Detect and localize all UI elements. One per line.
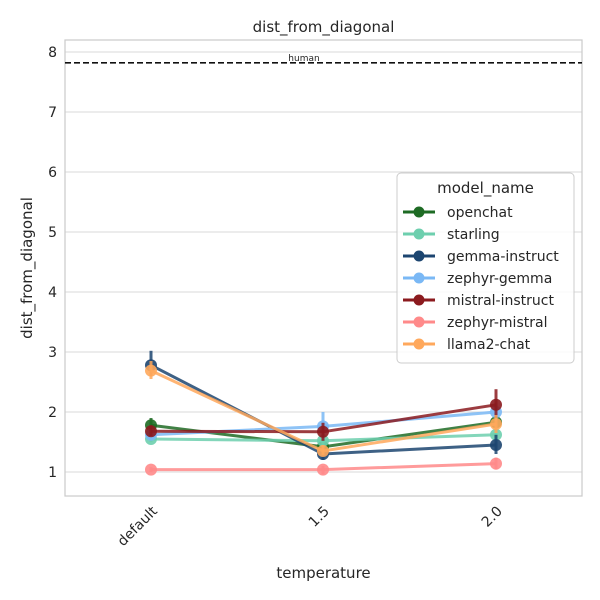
legend-swatch-marker <box>413 338 425 350</box>
legend-swatch-marker <box>413 316 425 328</box>
data-point <box>490 418 502 430</box>
legend-swatch-marker <box>413 272 425 284</box>
y-tick-label: 7 <box>48 105 57 121</box>
series-group <box>145 350 502 476</box>
data-point <box>317 445 329 457</box>
reference-line-group: human <box>65 54 582 64</box>
legend-label: openchat <box>447 205 513 221</box>
y-tick-label: 3 <box>48 345 57 361</box>
y-tick-label: 6 <box>48 165 57 181</box>
series-llama2-chat <box>145 361 502 457</box>
legend-label: llama2-chat <box>447 337 531 353</box>
legend-label: zephyr-gemma <box>447 271 552 287</box>
legend-label: starling <box>447 227 500 243</box>
legend-swatch-marker <box>413 206 425 218</box>
legend-swatch-marker <box>413 294 425 306</box>
data-point <box>145 364 157 377</box>
legend-title: model_name <box>437 179 534 198</box>
y-tick-label: 5 <box>48 225 57 241</box>
y-tick-label: 2 <box>48 405 57 421</box>
reference-line-label: human <box>288 54 319 64</box>
y-tick-label: 8 <box>48 45 57 61</box>
y-axis-label: dist_from_diagonal <box>18 197 37 339</box>
y-tick-label: 1 <box>48 465 57 481</box>
x-axis-label: temperature <box>276 564 370 582</box>
data-point <box>490 439 502 451</box>
legend: model_name openchat starling gemma-instruct… <box>396 172 575 364</box>
data-point <box>490 457 502 470</box>
y-tick-label: 4 <box>48 285 57 301</box>
legend-label: gemma-instruct <box>447 249 559 265</box>
series-zephyr-mistral <box>145 457 502 476</box>
plot-frame <box>64 39 583 497</box>
chart-title: dist_from_diagonal <box>253 18 395 37</box>
data-point <box>317 425 329 438</box>
data-point <box>145 463 157 476</box>
legend-swatch-marker <box>413 250 425 262</box>
data-point <box>490 398 502 411</box>
y-ticks: 1 2 3 4 5 6 7 8 <box>48 45 57 481</box>
data-point <box>145 425 157 438</box>
series-mistral-instruct <box>145 389 502 441</box>
legend-label: zephyr-mistral <box>447 315 547 331</box>
legend-swatch-marker <box>413 228 425 240</box>
legend-label: mistral-instruct <box>447 293 554 309</box>
data-point <box>317 463 329 476</box>
legend-box <box>396 172 575 364</box>
